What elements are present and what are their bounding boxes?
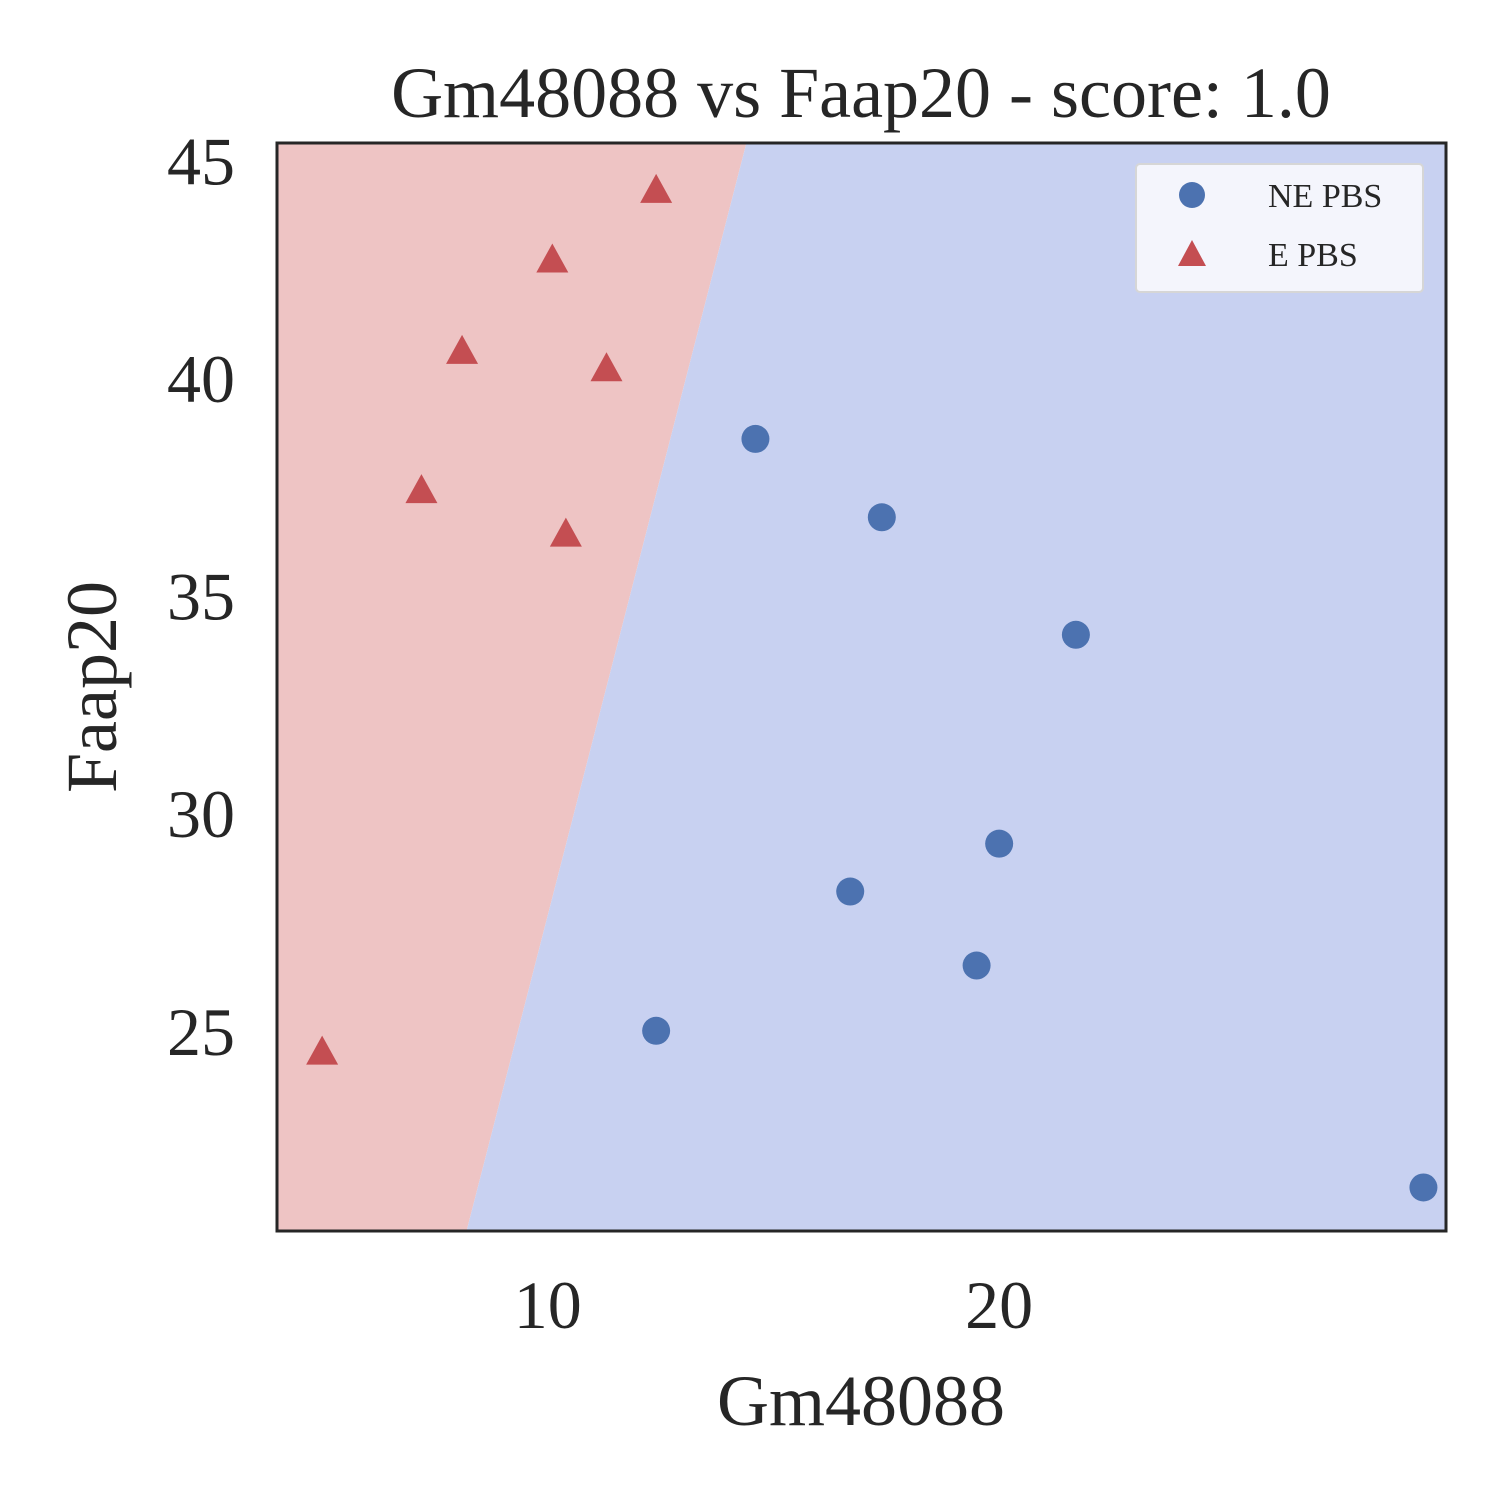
point-ne-pbs xyxy=(985,829,1014,858)
y-tick-label: 35 xyxy=(167,559,235,635)
chart-title: Gm48088 vs Faap20 - score: 1.0 xyxy=(391,53,1331,133)
point-e-pbs xyxy=(446,334,479,364)
x-tick-label: 20 xyxy=(965,1267,1033,1343)
x-tick-label: 10 xyxy=(514,1267,582,1343)
data-points xyxy=(306,173,1438,1202)
y-tick-label: 45 xyxy=(167,123,235,199)
point-e-pbs xyxy=(405,474,438,504)
legend-label-e-pbs: E PBS xyxy=(1268,237,1358,274)
x-axis-ticks: 10 20 xyxy=(514,1267,1033,1343)
point-e-pbs xyxy=(640,173,673,203)
point-e-pbs xyxy=(536,243,569,273)
y-tick-label: 40 xyxy=(167,341,235,417)
y-tick-label: 30 xyxy=(167,776,235,852)
legend-box xyxy=(1135,163,1424,293)
point-e-pbs xyxy=(590,352,623,382)
region-e-pbs xyxy=(277,143,747,1231)
decision-regions xyxy=(277,143,1446,1231)
point-ne-pbs xyxy=(1409,1173,1438,1202)
point-ne-pbs xyxy=(642,1016,671,1045)
plot-frame xyxy=(275,141,1448,1233)
point-e-pbs xyxy=(549,517,582,547)
y-axis-label: Faap20 xyxy=(52,581,132,793)
point-ne-pbs xyxy=(867,503,896,532)
legend-triangle-marker xyxy=(1178,240,1206,266)
point-ne-pbs xyxy=(962,951,991,980)
legend-label-ne-pbs: NE PBS xyxy=(1268,178,1382,215)
x-axis-label: Gm48088 xyxy=(717,1361,1005,1441)
legend: NE PBS E PBS xyxy=(1135,163,1424,293)
legend-circle-marker xyxy=(1179,182,1205,208)
region-ne-pbs xyxy=(466,143,1446,1231)
point-ne-pbs xyxy=(1061,620,1090,649)
point-e-pbs xyxy=(306,1035,339,1065)
y-axis-ticks: 25 30 35 40 45 xyxy=(167,123,235,1069)
point-ne-pbs xyxy=(741,424,770,453)
point-ne-pbs xyxy=(836,877,865,906)
y-tick-label: 25 xyxy=(167,994,235,1070)
